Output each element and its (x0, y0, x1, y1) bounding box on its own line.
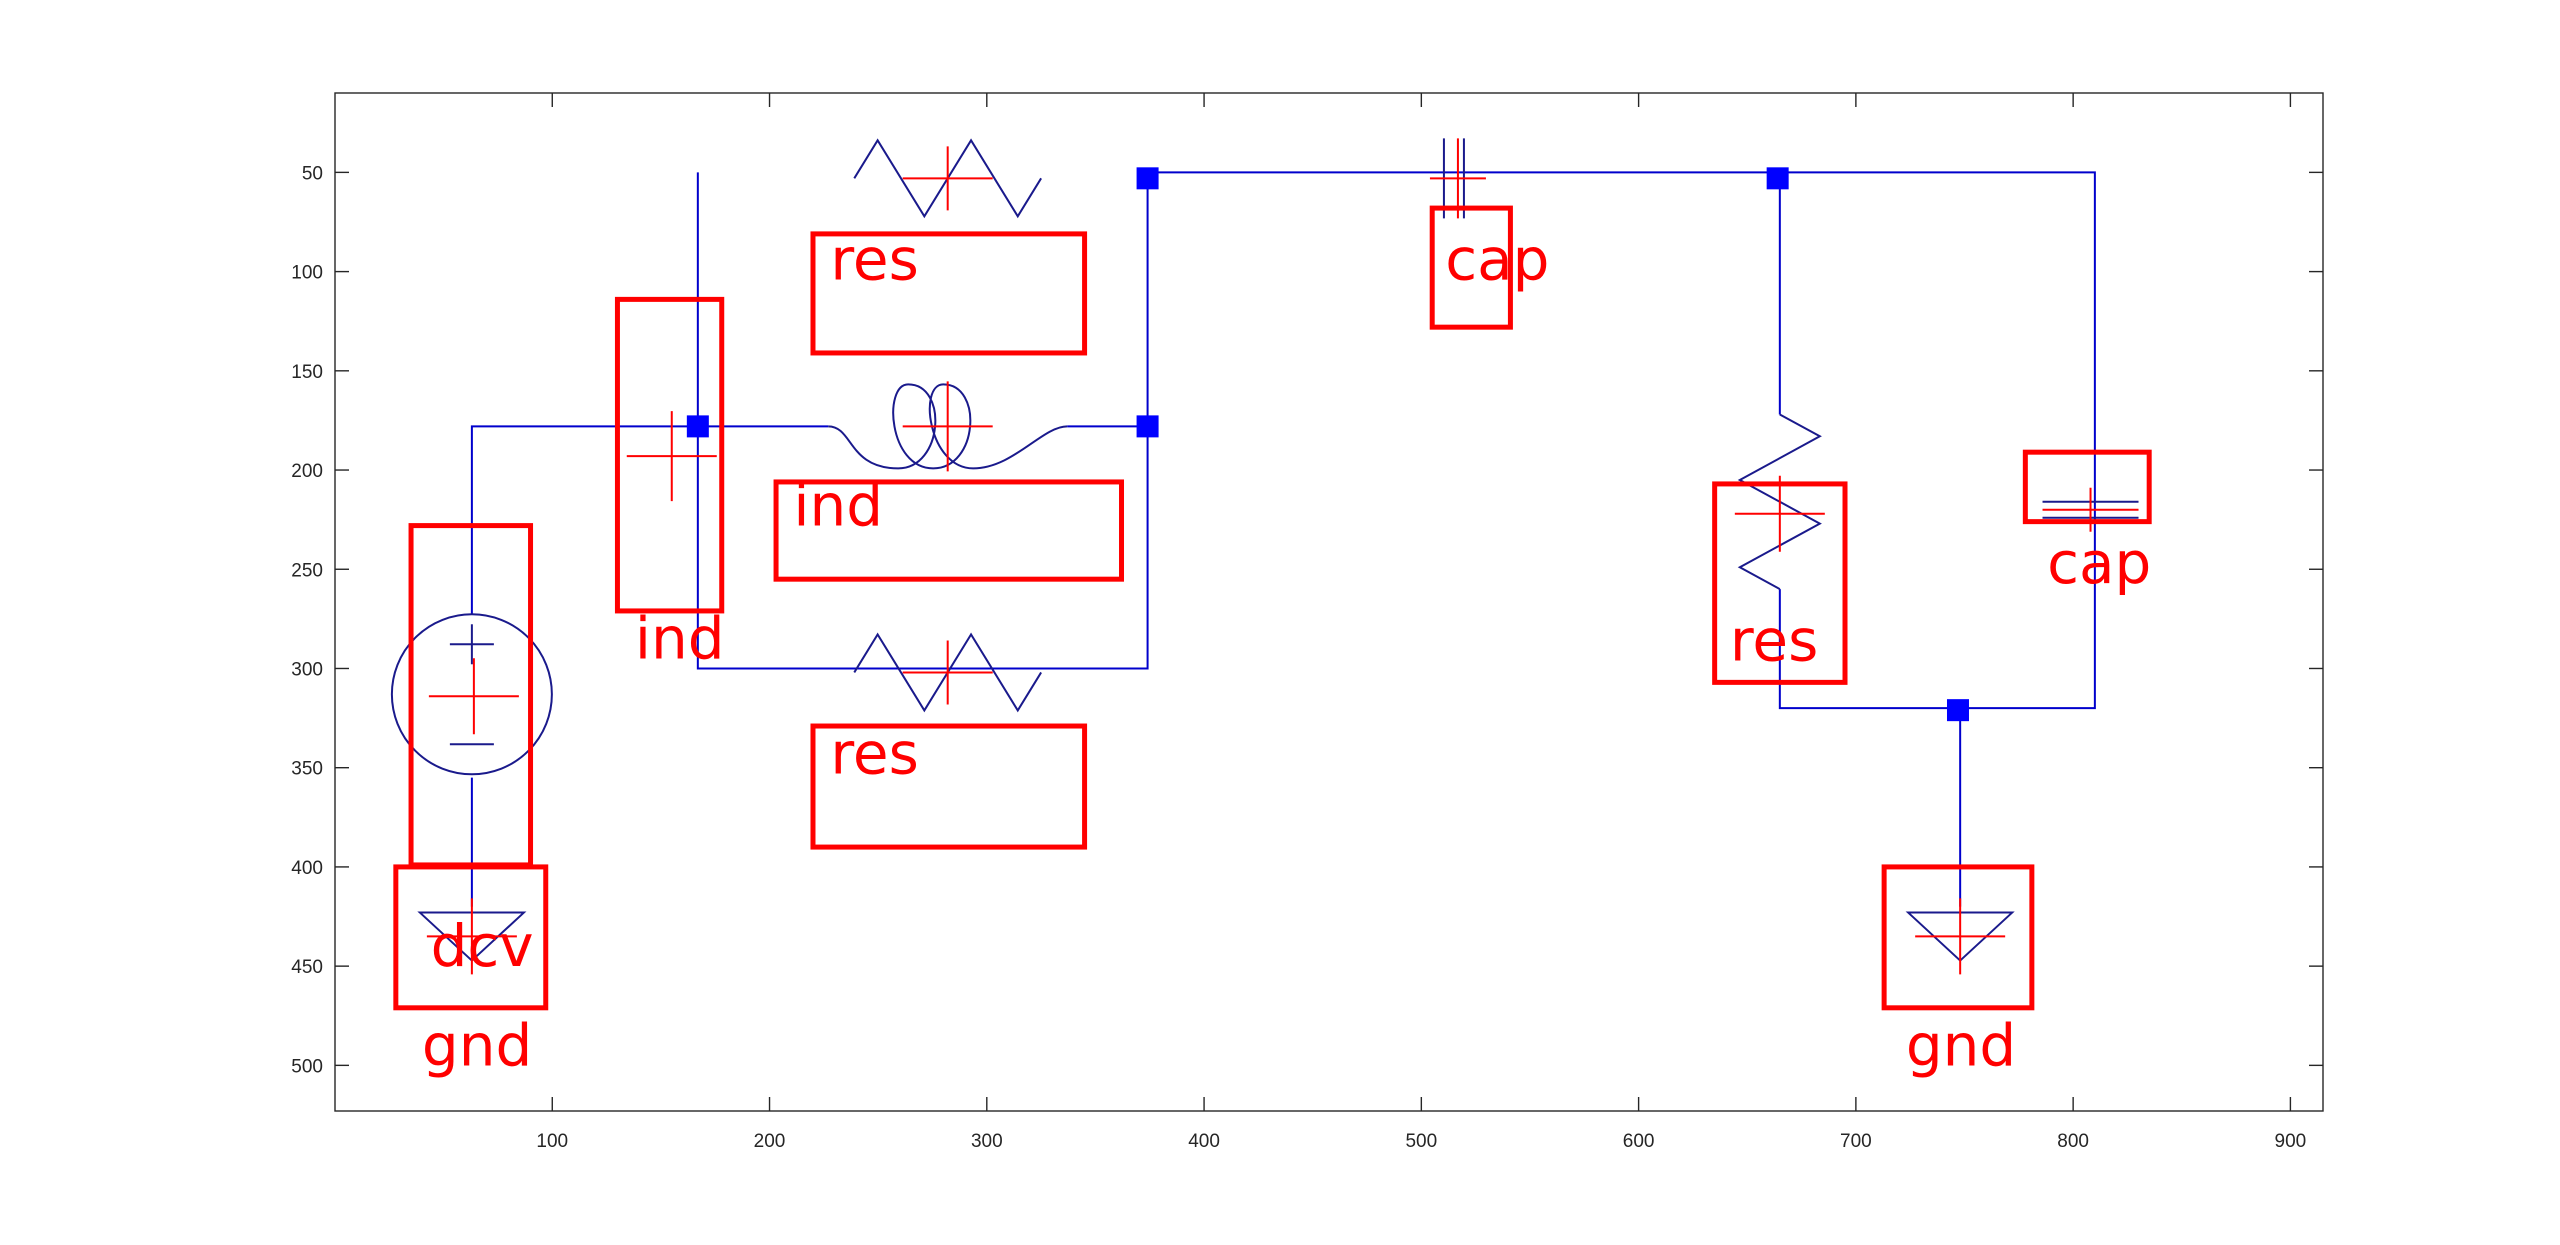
y-tick-label: 50 (302, 163, 323, 184)
wire (696, 171, 2096, 710)
junction-marker (1946, 699, 1969, 722)
x-tick-label: 600 (1623, 1131, 1655, 1152)
junction-marker (1136, 415, 1159, 438)
y-tick-label: 500 (291, 1056, 323, 1077)
y-tick-label: 250 (291, 560, 323, 581)
res-bounding-box (810, 231, 1088, 356)
component-label-cap: cap (1445, 226, 1549, 294)
y-tick-label: 200 (291, 461, 323, 482)
component-label-res: res (1730, 607, 1818, 675)
x-tick-label: 700 (1840, 1131, 1872, 1152)
voltage-source-circle (390, 613, 553, 776)
y-tick-label: 150 (291, 362, 323, 383)
x-tick-label: 900 (2275, 1131, 2307, 1152)
x-tick-label: 300 (971, 1131, 1003, 1152)
plot-axes: 100 200 300 400 500 600 700 800 900 50 100 150 200 25… (291, 92, 2324, 1152)
component-label-ind: ind (635, 605, 725, 673)
y-tick-label: 450 (291, 957, 323, 978)
component-label-dcv: dcv (431, 912, 534, 980)
junction-marker (1136, 167, 1159, 190)
inductor-coil (828, 383, 1068, 470)
x-tick-label: 400 (1188, 1131, 1220, 1152)
ind-bounding-box (614, 296, 725, 614)
component-labels: res ind res cap res cap dcv ind gnd gnd (422, 226, 2151, 1080)
component-symbols (390, 138, 2139, 975)
y-tick-label: 350 (291, 759, 323, 780)
cap-bounding-box (2022, 449, 2152, 525)
detection-boxes (393, 205, 2152, 1011)
x-tick-label: 100 (536, 1131, 568, 1152)
gnd-bounding-box (393, 864, 549, 1011)
component-label-gnd: gnd (1906, 1011, 2016, 1079)
component-label-ind: ind (793, 472, 883, 540)
gnd-bounding-box (1881, 864, 2035, 1011)
y-tick-label: 400 (291, 858, 323, 879)
x-tick-label: 200 (754, 1131, 786, 1152)
y-tick-label: 300 (291, 659, 323, 680)
junction-marker (686, 415, 709, 438)
axes-frame (334, 92, 2324, 1112)
junction-marker (1766, 167, 1789, 190)
x-tick-label: 500 (1405, 1131, 1437, 1152)
res-bounding-box (810, 723, 1088, 850)
cap-bounding-box (1429, 205, 1513, 330)
component-label-res: res (830, 720, 918, 788)
component-label-gnd: gnd (422, 1011, 532, 1079)
component-label-res: res (830, 226, 918, 294)
y-tick-label: 100 (291, 263, 323, 284)
ind-bounding-box (773, 479, 1125, 582)
junction-markers (686, 167, 1969, 722)
x-tick-label: 800 (2057, 1131, 2089, 1152)
res-bounding-box (1712, 481, 1848, 685)
component-label-cap: cap (2047, 529, 2151, 597)
